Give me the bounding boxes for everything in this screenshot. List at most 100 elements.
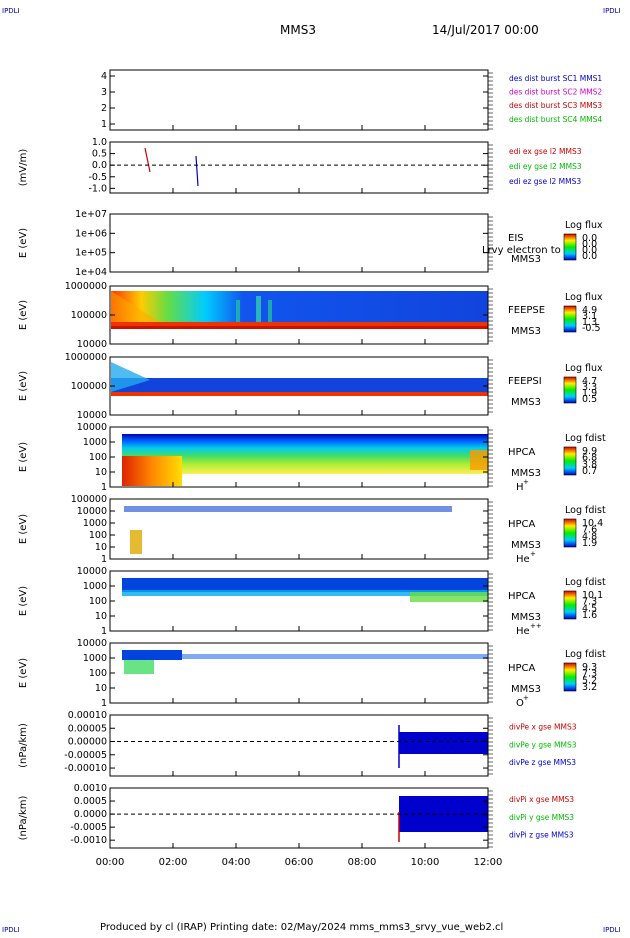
panel-1-legend-entry: des dist burst SC2 MMS2: [509, 88, 602, 97]
panel-10-legend-entry: divPe y gse MMS3: [509, 740, 577, 749]
feepse-low-energy-band: [111, 322, 488, 329]
panel-9-ytick-label: 100: [89, 668, 107, 679]
header-datetime: 14/Jul/2017 00:00: [432, 23, 539, 37]
panel-3-colorbar-title: Log flux: [565, 220, 603, 231]
oplus-early-low: [124, 660, 154, 674]
time-tick-label: 04:00: [222, 857, 251, 868]
panel-8-ytick-label: 10: [95, 611, 107, 622]
panel-4-ytick-label: 10000: [77, 339, 107, 350]
panel-10-legend-entry: divPe z gse MMS3: [509, 758, 576, 767]
panel-10-ylabel: (nPa/km): [18, 723, 29, 768]
panel-8-colorbar: [563, 590, 577, 620]
panel-1-ytick-label: 2: [101, 103, 107, 114]
panel-9-charge: +: [523, 694, 529, 702]
panel-3-ytick-label: 1e+07: [75, 209, 107, 220]
panel-10-ytick-label: 0.00000: [68, 737, 107, 748]
hepp-late-green: [410, 592, 488, 602]
panel-4-colorbar-tick: 3.1: [582, 311, 597, 322]
edi-ez-segment: [195, 155, 199, 187]
panel-5-colorbar-tick: 3.3: [582, 382, 597, 393]
panel-5-ylabel: E (eV): [18, 371, 29, 401]
corner-label-bottom-left: IPDLI: [2, 926, 20, 934]
time-tick-label: 06:00: [285, 857, 314, 868]
panel-6-species: H: [516, 482, 524, 493]
panel-1-legend-entry: des dist burst SC1 MMS1: [509, 74, 602, 83]
panel-9-ylabel: E (eV): [18, 658, 29, 688]
panel-9-ytick-label: 10: [95, 683, 107, 694]
panel-2-legend-entry: edi ex gse l2 MMS3: [509, 147, 582, 156]
panel-1-ytick-label: 3: [101, 87, 107, 98]
panel-7-ylabel: E (eV): [18, 514, 29, 544]
panel-7-charge: +: [530, 550, 536, 558]
panel-8-ylabel: E (eV): [18, 586, 29, 616]
corner-label-top-left: IPDLI: [2, 7, 20, 15]
panel-3-colorbar-tick: 0.0: [582, 251, 597, 262]
feepse-dispersion-wedge: [111, 291, 160, 322]
panel-2-ytick-label: 0.0: [92, 160, 107, 171]
panel-4-ytick-label: 100000: [71, 310, 107, 321]
panel-11-legend-entry: divPi z gse MMS3: [509, 830, 574, 839]
panel-2-legend-entry: edi ey gse l2 MMS3: [509, 162, 582, 171]
corner-label-bottom-right: IPDLI: [603, 926, 621, 934]
panel-10-legend-entry: divPe x gse MMS3: [509, 722, 577, 731]
panel-11-ytick-label: 0.0000: [74, 809, 107, 820]
panel-9-ytick-label: 1000: [83, 653, 107, 664]
panel-3-colorbar-tick: 0.0: [582, 239, 597, 250]
panel-7-colorbar-tick: 4.8: [582, 531, 597, 542]
panel-6-colorbar-title: Log fdist: [565, 433, 606, 444]
feepse-spike-1: [236, 300, 240, 322]
panel-3-colorbar: [563, 233, 577, 261]
feepsi-ramp: [111, 362, 150, 392]
panel-8-colorbar-tick: 10.1: [582, 590, 603, 601]
panel-8-colorbar-title: Log fdist: [565, 577, 606, 588]
panel-9-colorbar-tick: 5.2: [582, 675, 597, 686]
hepp-spectrogram-band: [122, 578, 488, 592]
panel-11-ytick-label: 0.0010: [74, 783, 107, 794]
time-tick-label: 12:00: [474, 857, 503, 868]
panel-5-ytick-label: 1000000: [65, 352, 107, 363]
hplus-spectrogram-base: [122, 434, 488, 474]
feepse-spike-2: [256, 296, 261, 322]
panel-7-spacecraft: MMS3: [511, 540, 541, 551]
panel-7-colorbar-tick: 7.6: [582, 525, 597, 536]
panel-7-ytick-label: 10: [95, 542, 107, 553]
panel-11-ytick-label: -0.0005: [70, 822, 107, 833]
panel-10-ytick-label: 0.00005: [68, 723, 107, 734]
edi-ex-segment: [144, 147, 151, 173]
panel-11-legend-entry: divPi y gse MMS3: [509, 813, 574, 822]
panel-2-ylabel: (mV/m): [18, 149, 29, 187]
panel-10-ytick-label: -0.00005: [64, 750, 107, 761]
panel-2-ytick-label: 0.5: [92, 149, 107, 160]
time-tick-label: 02:00: [159, 857, 188, 868]
panel-3-ytick-label: 1e+06: [75, 228, 107, 239]
time-tick-label: 00:00: [96, 857, 125, 868]
panel-8-ytick-label: 1000: [83, 581, 107, 592]
panel-8-ytick-label: 10000: [77, 566, 107, 577]
panel-10-ytick-label: -0.00010: [64, 763, 107, 774]
panel-9-colorbar-title: Log fdist: [565, 649, 606, 660]
panel-8-ytick-label: 1: [101, 626, 107, 637]
panel-4-colorbar-tick: 1.3: [582, 317, 597, 328]
feepse-spike-3: [268, 300, 272, 322]
panel-5-spacecraft: MMS3: [511, 397, 541, 408]
panel-4-ylabel: E (eV): [18, 300, 29, 330]
divpe-noise-band: [399, 732, 488, 754]
feepsi-low-energy-band: [111, 392, 488, 396]
heplus-speckle-band: [124, 506, 452, 512]
panel-5-colorbar-tick: 0.5: [582, 394, 597, 405]
panel-9-ytick-label: 10000: [77, 638, 107, 649]
panel-8-colorbar-tick: 1.6: [582, 610, 597, 621]
panel-8-species: He: [516, 626, 530, 637]
panel-3-colorbar-tick: 0.0: [582, 233, 597, 244]
panel-5-colorbar-tick: 4.7: [582, 376, 597, 387]
panel-9-species: O: [516, 698, 524, 709]
panel-6-ytick-label: 10: [95, 467, 107, 478]
panel-11-ytick-label: 0.0005: [74, 796, 107, 807]
panel-2-frame: [109, 141, 489, 194]
panel-4-ytick-label: 1000000: [65, 281, 107, 292]
panel-5-colorbar: [563, 376, 577, 404]
panel-2-legend-entry: edi ez gse l2 MMS3: [509, 177, 581, 186]
panel-2-ytick-label: -1.0: [88, 183, 107, 194]
panel-8-charge: ++: [530, 622, 542, 630]
panels: 4 3 2 1 des dist burst SC1 MMS1 des dist burs…: [18, 69, 606, 868]
